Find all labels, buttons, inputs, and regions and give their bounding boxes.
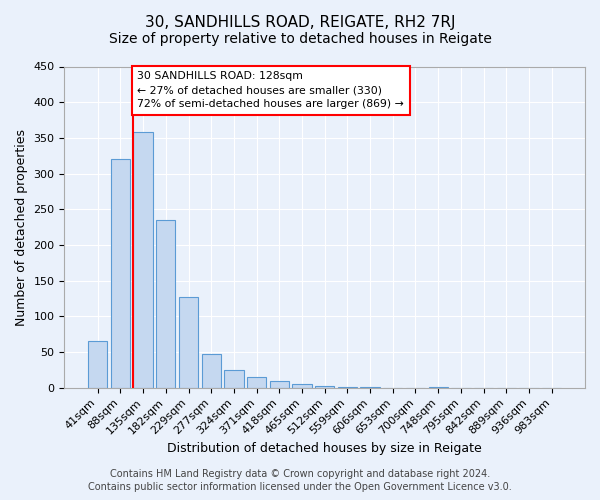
Bar (224, 370, 244, 388)
Bar (202, 354, 221, 388)
Bar (292, 384, 311, 388)
Bar (156, 220, 175, 388)
Bar (315, 386, 334, 388)
Bar (247, 377, 266, 388)
Text: 30, SANDHILLS ROAD, REIGATE, RH2 7RJ: 30, SANDHILLS ROAD, REIGATE, RH2 7RJ (145, 15, 455, 30)
Bar (133, 132, 153, 388)
Bar (428, 387, 448, 388)
Y-axis label: Number of detached properties: Number of detached properties (15, 128, 28, 326)
Bar (88, 342, 107, 388)
Text: 30 SANDHILLS ROAD: 128sqm
← 27% of detached houses are smaller (330)
72% of semi: 30 SANDHILLS ROAD: 128sqm ← 27% of detac… (137, 72, 404, 110)
Bar (179, 297, 198, 388)
Bar (338, 387, 357, 388)
Text: Size of property relative to detached houses in Reigate: Size of property relative to detached ho… (109, 32, 491, 46)
Bar (361, 387, 380, 388)
Text: Contains HM Land Registry data © Crown copyright and database right 2024.
Contai: Contains HM Land Registry data © Crown c… (88, 470, 512, 492)
Bar (111, 160, 130, 388)
X-axis label: Distribution of detached houses by size in Reigate: Distribution of detached houses by size … (167, 442, 482, 455)
Bar (269, 380, 289, 388)
